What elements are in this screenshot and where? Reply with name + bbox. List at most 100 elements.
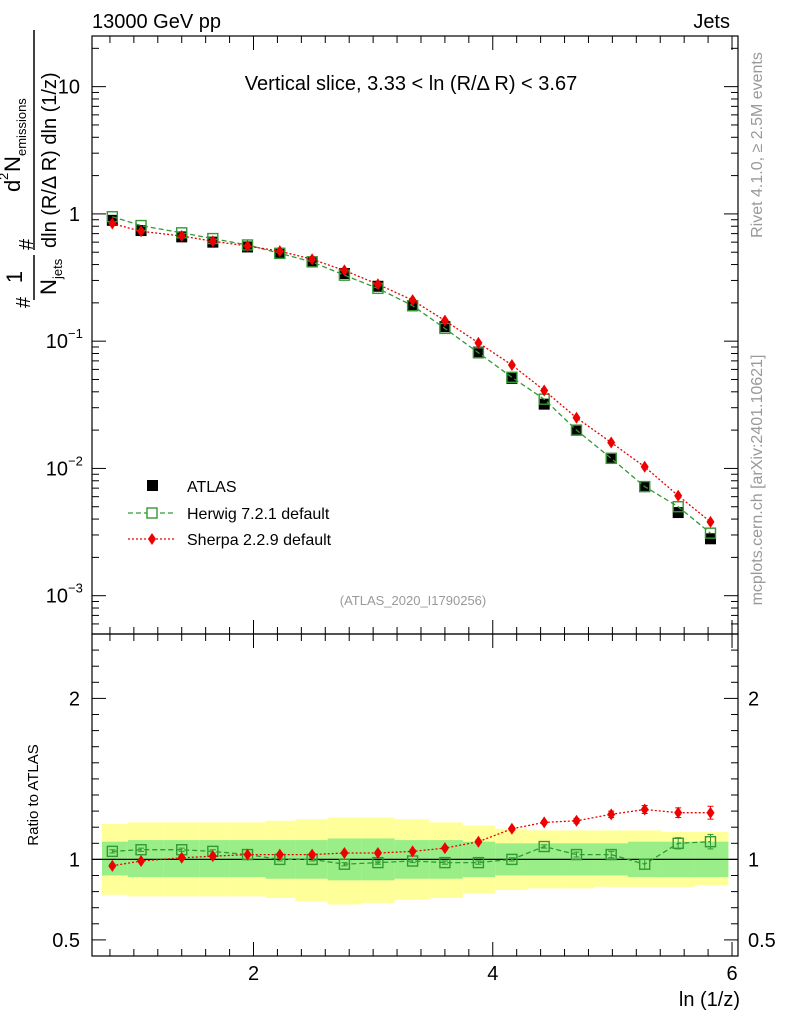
sherpa-point xyxy=(373,278,382,291)
herwig-ratio-point xyxy=(672,837,684,849)
sherpa-point xyxy=(607,436,616,449)
x-axis-label: ln (1/z) xyxy=(679,989,740,1011)
main-y-tick-label: 10 xyxy=(46,586,68,608)
ratio-y-tick-label-left: 1 xyxy=(69,849,80,871)
sherpa-ratio-point xyxy=(373,846,382,859)
sherpa-point xyxy=(208,235,217,248)
sherpa-point xyxy=(308,253,317,266)
atlas-point xyxy=(439,321,451,333)
main-y-tick-exponent: −1 xyxy=(68,326,83,341)
main-y-tick-label: 10 xyxy=(46,331,68,353)
sherpa-ratio-point xyxy=(640,803,649,816)
legend-herwig-marker xyxy=(146,507,158,519)
sherpa-point xyxy=(674,489,683,502)
herwig-ratio-point xyxy=(506,853,518,866)
sherpa-point xyxy=(275,245,284,258)
ylabel-njets: N xyxy=(36,279,61,295)
sherpa-point xyxy=(243,239,252,252)
ylabel-d2-sup: 2 xyxy=(0,173,11,180)
atlas-point xyxy=(506,372,518,384)
sherpa-point xyxy=(408,294,417,307)
ylabel-hash-2: # xyxy=(16,238,38,250)
sherpa-ratio-point xyxy=(108,859,117,872)
ylabel-nemis-sub: emissions xyxy=(14,98,29,156)
sherpa-ratio-point xyxy=(308,848,317,861)
sherpa-point xyxy=(640,460,649,473)
sherpa-point xyxy=(540,384,549,397)
sherpa-point xyxy=(507,358,516,371)
legend-sherpa-label: Sherpa 2.2.9 default xyxy=(187,532,332,549)
main-y-tick-label: 10 xyxy=(46,458,68,480)
sherpa-ratio-point xyxy=(177,851,186,864)
sherpa-ratio-point xyxy=(137,855,146,868)
legend: ATLAS Herwig 7.2.1 default Sherpa 2.2.9 … xyxy=(128,479,332,549)
ratio-y-axis-label: Ratio to ATLAS xyxy=(25,744,42,845)
ratio-panel-frame xyxy=(91,633,739,957)
sherpa-ratio-point xyxy=(572,814,581,827)
sherpa-ratio-point xyxy=(440,842,449,855)
herwig-ratio-point xyxy=(704,835,717,848)
sherpa-point xyxy=(108,217,117,230)
sherpa-point xyxy=(177,230,186,243)
x-tick-label: 6 xyxy=(726,963,737,985)
ratio-band-stat xyxy=(102,841,128,876)
sherpa-ratio-point xyxy=(208,850,217,863)
herwig-ratio-point xyxy=(570,848,583,861)
sherpa-point xyxy=(474,336,483,349)
sherpa-point xyxy=(572,411,581,424)
rivet-version-label: Rivet 4.1.0, ≥ 2.5M events xyxy=(749,52,766,238)
herwig-point xyxy=(638,480,651,493)
sherpa-ratio-point xyxy=(507,822,516,835)
sherpa-point xyxy=(440,314,449,327)
ylabel-d2: d xyxy=(0,180,25,192)
herwig-ratio-point xyxy=(638,858,651,870)
chart-title: Vertical slice, 3.33 < ln (R/Δ R) < 3.67 xyxy=(245,73,577,95)
herwig-point xyxy=(506,371,518,384)
analysis-label: (ATLAS_2020_I1790256) xyxy=(340,593,486,608)
main-y-tick-label: 10 xyxy=(58,77,80,99)
process-label: Jets xyxy=(693,11,730,33)
x-tick-label: 2 xyxy=(248,963,259,985)
sherpa-ratio-point xyxy=(706,806,715,819)
main-y-tick-label: 1 xyxy=(69,204,80,226)
ratio-y-tick-label-left: 2 xyxy=(69,688,80,710)
herwig-ratio-point xyxy=(338,858,351,870)
herwig-ratio-point xyxy=(135,844,147,856)
ylabel-one: 1 xyxy=(2,271,27,283)
x-tick-label: 4 xyxy=(487,963,498,985)
main-y-axis-label: # 1 N jets # d 2 N emissions dln (R/Δ R)… xyxy=(0,30,65,308)
herwig-ratio-point xyxy=(605,848,617,861)
ylabel-hash-1: # xyxy=(13,296,35,308)
legend-sherpa-marker xyxy=(148,533,156,545)
sherpa-line xyxy=(112,222,711,523)
sherpa-point xyxy=(137,225,146,238)
herwig-ratio-point xyxy=(538,840,550,853)
ylabel-nemis: N xyxy=(0,156,25,172)
sherpa-ratio-point xyxy=(408,845,417,858)
ratio-y-tick-label-right: 1 xyxy=(748,849,759,871)
sherpa-ratio-point xyxy=(540,816,549,829)
sherpa-point xyxy=(706,515,715,528)
sherpa-ratio-point xyxy=(275,848,284,861)
herwig-ratio-point xyxy=(106,845,119,858)
data-marks xyxy=(106,211,717,872)
energy-label: 13000 GeV pp xyxy=(92,11,221,33)
herwig-point xyxy=(570,424,583,436)
main-y-tick-exponent: −2 xyxy=(68,453,83,468)
ratio-y-tick-label-right: 0.5 xyxy=(748,930,776,952)
sherpa-point xyxy=(340,264,349,277)
sherpa-ratio-point xyxy=(674,806,683,819)
herwig-ratio-point xyxy=(472,856,485,869)
herwig-point xyxy=(704,527,717,539)
sherpa-ratio-point xyxy=(607,808,616,821)
mcplots-label: mcplots.cern.ch [arXiv:2401.10621] xyxy=(749,355,766,606)
ylabel-denominator: dln (R/Δ R) dln (1/z) xyxy=(39,72,61,248)
ratio-y-tick-label-left: 0.5 xyxy=(52,930,80,952)
legend-atlas-label: ATLAS xyxy=(187,479,237,496)
legend-herwig-label: Herwig 7.2.1 default xyxy=(187,506,330,523)
legend-atlas-marker xyxy=(147,480,158,491)
sherpa-ratio-point xyxy=(243,848,252,861)
herwig-point xyxy=(605,452,617,465)
